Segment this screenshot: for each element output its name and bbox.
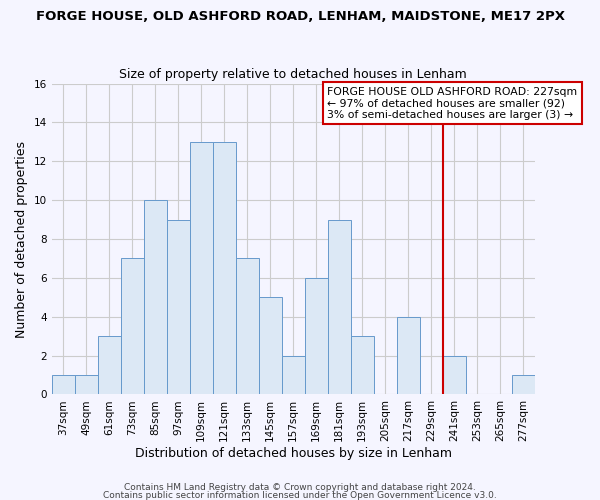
- Title: Size of property relative to detached houses in Lenham: Size of property relative to detached ho…: [119, 68, 467, 81]
- Bar: [143, 200, 167, 394]
- Bar: [351, 336, 374, 394]
- Bar: [236, 258, 259, 394]
- Bar: [213, 142, 236, 395]
- Text: FORGE HOUSE, OLD ASHFORD ROAD, LENHAM, MAIDSTONE, ME17 2PX: FORGE HOUSE, OLD ASHFORD ROAD, LENHAM, M…: [35, 10, 565, 23]
- Bar: [328, 220, 351, 394]
- Bar: [512, 375, 535, 394]
- Bar: [282, 356, 305, 395]
- Bar: [305, 278, 328, 394]
- Bar: [121, 258, 143, 394]
- Text: Contains HM Land Registry data © Crown copyright and database right 2024.: Contains HM Land Registry data © Crown c…: [124, 484, 476, 492]
- Bar: [74, 375, 98, 394]
- Bar: [443, 356, 466, 395]
- Text: Contains public sector information licensed under the Open Government Licence v3: Contains public sector information licen…: [103, 490, 497, 500]
- X-axis label: Distribution of detached houses by size in Lenham: Distribution of detached houses by size …: [135, 447, 452, 460]
- Bar: [259, 298, 282, 394]
- Text: FORGE HOUSE OLD ASHFORD ROAD: 227sqm
← 97% of detached houses are smaller (92)
3: FORGE HOUSE OLD ASHFORD ROAD: 227sqm ← 9…: [327, 86, 577, 120]
- Bar: [167, 220, 190, 394]
- Bar: [190, 142, 213, 395]
- Bar: [98, 336, 121, 394]
- Bar: [397, 316, 420, 394]
- Bar: [52, 375, 74, 394]
- Y-axis label: Number of detached properties: Number of detached properties: [15, 140, 28, 338]
